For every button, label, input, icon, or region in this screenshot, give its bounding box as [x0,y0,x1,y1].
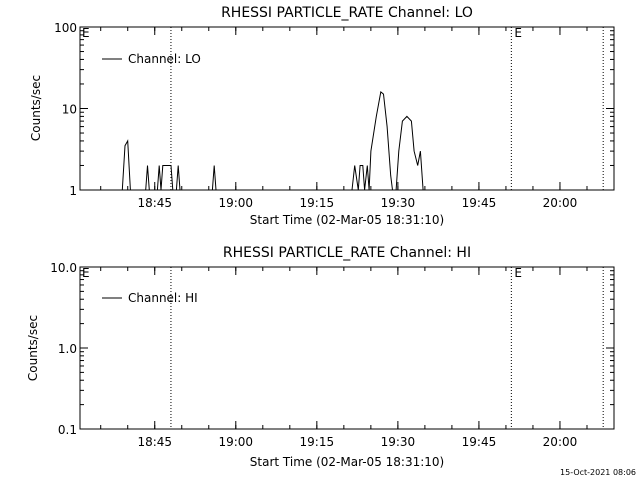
event-marker-label: E [514,266,522,280]
event-markers: E [170,266,604,429]
x-tick-label: 19:00 [218,435,253,449]
x-axis-ticks: 18:45 19:00 19:15 19:30 19:45 20:00 [100,267,615,449]
y-tick-label: 0.1 [58,423,77,437]
y-axis-ticks: 1 10 100 [54,21,614,198]
y-tick-label: 10 [62,103,77,117]
y-tick-label: 1.0 [58,342,77,356]
chart-title: RHESSI PARTICLE_RATE Channel: LO [221,5,473,21]
x-tick-label: 19:15 [300,196,335,210]
x-tick-label: 18:45 [137,435,172,449]
x-axis-label: Start Time (02-Mar-05 18:31:10) [250,455,444,469]
hi-channel-panel: RHESSI PARTICLE_RATE Channel: HI Counts/… [26,245,615,469]
y-tick-label: 1 [69,184,77,198]
chart-title: RHESSI PARTICLE_RATE Channel: HI [223,245,471,261]
x-tick-label: 20:00 [543,435,578,449]
data-series [121,90,424,191]
x-tick-label: 19:45 [462,435,497,449]
x-axis-ticks: 18:45 19:00 19:15 19:30 19:45 20:00 [100,27,615,210]
series-line [121,90,424,191]
y-axis-label: Counts/sec [29,75,43,141]
event-marker-label: E [514,26,522,40]
x-axis-label: Start Time (02-Mar-05 18:31:10) [250,213,444,227]
x-tick-label: 20:00 [543,196,578,210]
legend-entry: Channel: LO [128,52,201,66]
y-tick-label: 10.0 [50,261,77,275]
event-markers: E [170,26,604,190]
x-tick-label: 19:30 [381,435,416,449]
x-tick-label: 18:45 [137,196,172,210]
corner-marker-label: E [82,26,90,40]
y-axis-ticks: 0.1 1.0 10.0 [50,261,614,437]
x-tick-label: 19:30 [381,196,416,210]
x-tick-label: 19:15 [300,435,335,449]
x-tick-label: 19:45 [462,196,497,210]
y-axis-label: Counts/sec [26,315,40,381]
legend-entry: Channel: HI [128,291,198,305]
footer-timestamp: 15-Oct-2021 08:06 [560,468,636,477]
x-tick-label: 19:00 [218,196,253,210]
y-tick-label: 100 [54,21,77,35]
lo-channel-panel: RHESSI PARTICLE_RATE Channel: LO Counts/… [29,5,615,227]
corner-marker-label: E [82,266,90,280]
